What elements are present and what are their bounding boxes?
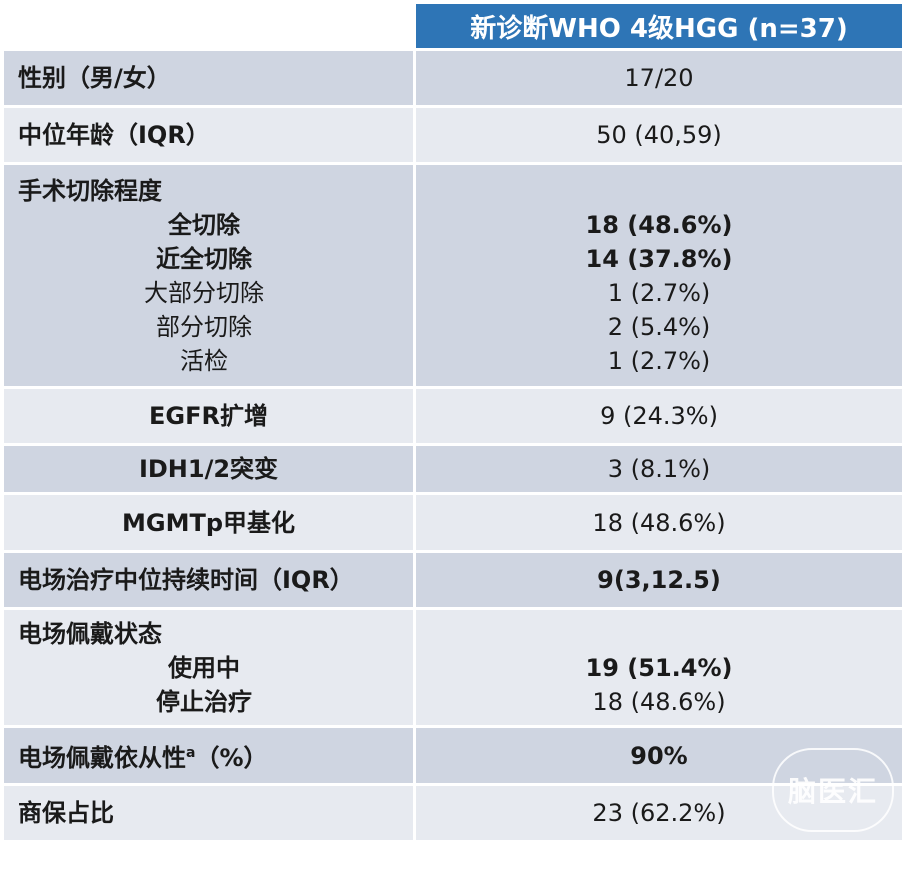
- watermark-text: 脑医汇: [787, 775, 878, 808]
- row-value: 23 (62.2%): [592, 799, 726, 827]
- row-label: 性别（男/女）: [18, 64, 171, 92]
- row-label: MGMTp甲基化: [121, 508, 295, 537]
- sub-label: 近全切除: [156, 244, 252, 273]
- row-label: 电场佩戴状态: [18, 619, 162, 648]
- data-table: 新诊断WHO 4级HGG (n=37) 性别（男/女） 17/20 中位年龄（I…: [4, 4, 902, 843]
- compliance-label-text: 电场佩戴依从性: [18, 744, 186, 772]
- sub-value: 2 (5.4%): [607, 312, 711, 341]
- row-value: 9(3,12.5): [597, 566, 721, 594]
- row-value: 90%: [630, 741, 688, 770]
- table-row-egfr: EGFR扩增 9 (24.3%): [4, 387, 902, 446]
- row-value: 50 (40,59): [596, 121, 722, 149]
- row-value: 18 (48.6%): [592, 508, 726, 537]
- row-label: 手术切除程度: [18, 176, 162, 205]
- sub-value: 14 (37.8%): [585, 244, 733, 273]
- sub-label: 活检: [180, 346, 228, 375]
- row-value: 9 (24.3%): [600, 402, 718, 430]
- compliance-label-suffix: （%）: [195, 744, 268, 772]
- row-value: 3 (8.1%): [607, 455, 711, 483]
- row-label: 电场佩戴依从性a（%）: [4, 736, 413, 775]
- sub-label: 使用中: [168, 653, 240, 682]
- sub-value: 18 (48.6%): [585, 210, 733, 239]
- sub-value: 1 (2.7%): [607, 346, 711, 375]
- table-row-idh: IDH1/2突变 3 (8.1%): [4, 444, 902, 495]
- sub-label: 全切除: [168, 210, 240, 239]
- row-value: 17/20: [624, 64, 694, 92]
- row-label: 电场治疗中位持续时间（IQR）: [18, 566, 354, 594]
- sub-label: 大部分切除: [144, 278, 264, 307]
- sub-value: 18 (48.6%): [592, 687, 726, 716]
- table-row-ttf-duration: 电场治疗中位持续时间（IQR） 9(3,12.5): [4, 551, 902, 610]
- table-row-age: 中位年龄（IQR） 50 (40,59): [4, 106, 902, 165]
- watermark-logo: 脑医汇: [772, 748, 894, 832]
- header-empty-cell: [4, 4, 416, 51]
- row-label: EGFR扩增: [149, 402, 268, 430]
- table-row-resection: 手术切除程度 全切除 近全切除 大部分切除 部分切除 活检 18 (48.6%)…: [4, 163, 902, 389]
- sub-value: 1 (2.7%): [607, 278, 711, 307]
- table-row-wear-status: 电场佩戴状态 使用中 停止治疗 19 (51.4%) 18 (48.6%): [4, 608, 902, 728]
- table-row-mgmt: MGMTp甲基化 18 (48.6%): [4, 493, 902, 553]
- sub-value: 19 (51.4%): [585, 653, 733, 682]
- row-label: IDH1/2突变: [138, 455, 279, 483]
- table-header-row: 新诊断WHO 4级HGG (n=37): [4, 4, 902, 51]
- table-row-compliance: 电场佩戴依从性a（%） 90%: [4, 726, 902, 786]
- row-label: 中位年龄（IQR）: [18, 121, 210, 149]
- sub-label: 部分切除: [156, 312, 252, 341]
- sub-label: 停止治疗: [156, 687, 252, 716]
- header-cohort-cell: 新诊断WHO 4级HGG (n=37): [414, 4, 902, 51]
- footnote-marker: a: [186, 745, 196, 761]
- row-label: 商保占比: [18, 799, 114, 827]
- table-row-insurance: 商保占比 23 (62.2%): [4, 784, 902, 843]
- table-row-sex: 性别（男/女） 17/20: [4, 49, 902, 108]
